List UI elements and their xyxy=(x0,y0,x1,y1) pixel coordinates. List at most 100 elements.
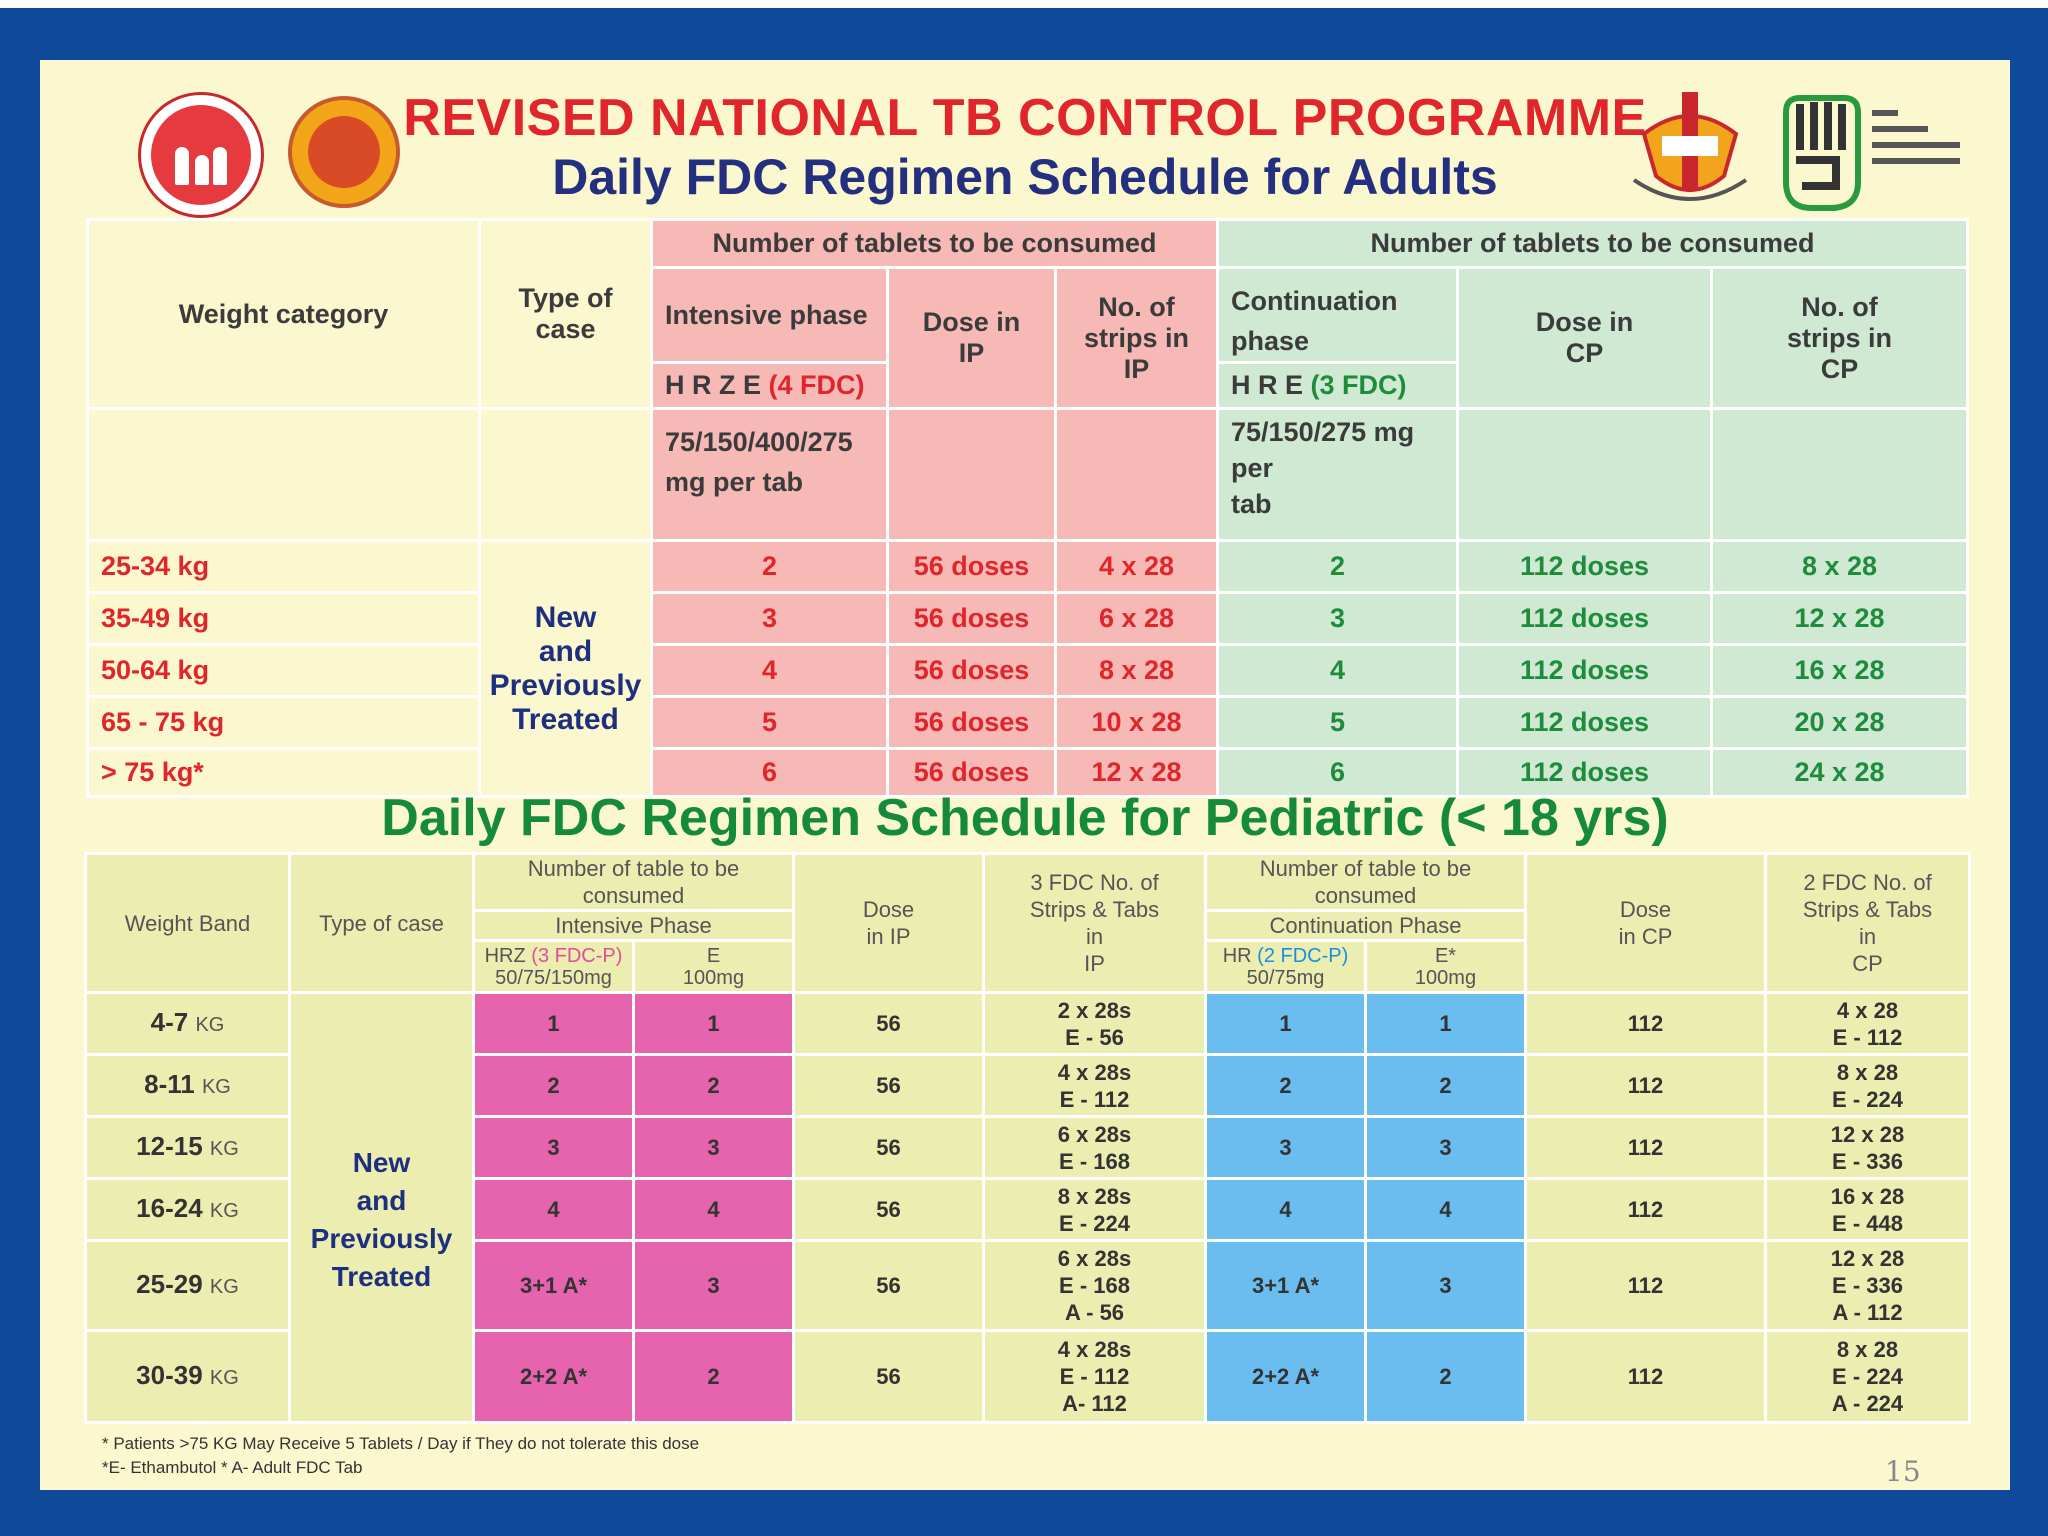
e-star-cell: 4 xyxy=(1364,1177,1527,1242)
cp-dose-cell: 112 doses xyxy=(1456,591,1713,646)
hrz-cell: 4 xyxy=(472,1177,635,1242)
ip-dose-cell: 56 doses xyxy=(886,539,1057,594)
end-tb-logo-icon xyxy=(1783,95,1960,211)
dose-ip-cell: 56 xyxy=(792,1329,985,1424)
page-number: 15 xyxy=(1885,1455,1921,1488)
cp-strips-cell: 20 x 28 xyxy=(1710,695,1969,750)
footnotes: * Patients >75 KG May Receive 5 Tablets … xyxy=(102,1432,699,1480)
ip-dose-cell: 56 doses xyxy=(886,695,1057,750)
dose-cp-cell: 112 xyxy=(1524,991,1767,1056)
type-of-case-header: Type of case xyxy=(478,218,653,410)
national-health-mission-logo-icon xyxy=(138,92,264,218)
hr-cell: 3 xyxy=(1204,1115,1367,1180)
dose-cp-cell: 112 xyxy=(1524,1329,1767,1424)
table-row: 4-7 KG New and Previously Treated 1 1 56 2 … xyxy=(84,991,1971,1424)
hr-cell: 4 xyxy=(1204,1177,1367,1242)
hr-header: HR (2 FDC-P) 50/75mg xyxy=(1204,939,1367,994)
dose-ip-cell: 56 xyxy=(792,991,985,1056)
strips-cp-cell: 4 x 28 E - 112 xyxy=(1764,991,1971,1056)
dose-ip-cell: 56 xyxy=(792,1115,985,1180)
hrz-cell: 2 xyxy=(472,1053,635,1118)
strips-in-cp-header: No. of strips in CP xyxy=(1710,266,1969,410)
strips-ip-cell: 4 x 28s E - 112 A- 112 xyxy=(982,1329,1207,1424)
e-star-cell: 2 xyxy=(1364,1329,1527,1424)
e-star-header: E* 100mg xyxy=(1364,939,1527,994)
e-star-cell: 2 xyxy=(1364,1053,1527,1118)
table-row: 30-39 KG 2+2 A* 2 56 4 x 28s E - 112 A- 11… xyxy=(84,1329,1971,1424)
strips-cp-cell: 8 x 28 E - 224 A - 224 xyxy=(1764,1329,1971,1424)
cp-tablets-cell: 4 xyxy=(1216,643,1459,698)
ip-strength: 75/150/400/275 mg per tab xyxy=(650,407,889,542)
ip-tablets-header: Number of table to be consumed xyxy=(472,852,795,912)
strips-cp-cell: 12 x 28 E - 336 A - 112 xyxy=(1764,1239,1971,1332)
strips-ip-cell: 6 x 28s E - 168 A - 56 xyxy=(982,1239,1207,1332)
table-row: > 75 kg* 6 56 doses 12 x 28 6 112 doses … xyxy=(86,747,1969,798)
strips-ip-cell: 8 x 28s E - 224 xyxy=(982,1177,1207,1242)
weight-band-cell: 30-39 KG xyxy=(84,1329,291,1424)
ip-tablets-cell: 3 xyxy=(650,591,889,646)
dose-in-cp-header: Dose in CP xyxy=(1524,852,1767,994)
cp-strips-cell: 24 x 28 xyxy=(1710,747,1969,798)
ip-strips-cell: 4 x 28 xyxy=(1054,539,1219,594)
weight-category-header: Weight category xyxy=(86,218,481,410)
ip-tablets-header: Number of tablets to be consumed xyxy=(650,218,1219,269)
type-of-case-cell: New and Previously Treated xyxy=(288,991,475,1424)
dose-in-ip-header: Dose in IP xyxy=(886,266,1057,410)
ip-dose-spacer xyxy=(886,407,1057,542)
e-cell: 3 xyxy=(632,1239,795,1332)
cp-dose-spacer xyxy=(1456,407,1713,542)
strips-cp-cell: 16 x 28 E - 448 xyxy=(1764,1177,1971,1242)
weight-band-cell: 4-7 KG xyxy=(84,991,291,1056)
table-row: 65 - 75 kg 5 56 doses 10 x 28 5 112 dose… xyxy=(86,695,1969,750)
ip-tablets-cell: 6 xyxy=(650,747,889,798)
ip-tablets-cell: 4 xyxy=(650,643,889,698)
strips-ip-header: 3 FDC No. of Strips & Tabs in IP xyxy=(982,852,1207,994)
table-row: 25-34 kg New and Previously Treated 2 56 do… xyxy=(86,539,1969,798)
e-star-cell: 1 xyxy=(1364,991,1527,1056)
weight-spacer xyxy=(86,407,481,542)
hrz-cell: 3+1 A* xyxy=(472,1239,635,1332)
cp-dose-cell: 112 doses xyxy=(1456,695,1713,750)
e-cell: 1 xyxy=(632,991,795,1056)
adult-schedule-title: Daily FDC Regimen Schedule for Adults xyxy=(552,149,1498,205)
weight-cell: 35-49 kg xyxy=(86,591,481,646)
cp-tablets-header: Number of tablets to be consumed xyxy=(1216,218,1969,269)
table-row: 50-64 kg 4 56 doses 8 x 28 4 112 doses 1… xyxy=(86,643,1969,698)
type-of-case-cell: New and Previously Treated xyxy=(478,539,653,798)
cp-dose-cell: 112 doses xyxy=(1456,539,1713,594)
dose-cp-cell: 112 xyxy=(1524,1115,1767,1180)
continuation-phase-header: Continuation Phase xyxy=(1204,909,1527,942)
dose-in-ip-header: Dose in IP xyxy=(792,852,985,994)
strips-ip-cell: 4 x 28s E - 112 xyxy=(982,1053,1207,1118)
weight-cell: > 75 kg* xyxy=(86,747,481,798)
table-row: 35-49 kg 3 56 doses 6 x 28 3 112 doses 1… xyxy=(86,591,1969,646)
state-emblem-logo-icon xyxy=(288,96,400,208)
cp-tablets-header: Number of table to be consumed xyxy=(1204,852,1527,912)
ip-strips-cell: 6 x 28 xyxy=(1054,591,1219,646)
e-cell: 2 xyxy=(632,1053,795,1118)
cp-tablets-cell: 6 xyxy=(1216,747,1459,798)
e-cell: 4 xyxy=(632,1177,795,1242)
cp-strips-cell: 12 x 28 xyxy=(1710,591,1969,646)
hr-cell: 2+2 A* xyxy=(1204,1329,1367,1424)
hr-cell: 2 xyxy=(1204,1053,1367,1118)
weight-band-cell: 8-11 KG xyxy=(84,1053,291,1118)
weight-cell: 65 - 75 kg xyxy=(86,695,481,750)
strips-cp-header: 2 FDC No. of Strips & Tabs in CP xyxy=(1764,852,1971,994)
strips-cp-cell: 12 x 28 E - 336 xyxy=(1764,1115,1971,1180)
ip-dose-cell: 56 doses xyxy=(886,591,1057,646)
ip-strips-cell: 8 x 28 xyxy=(1054,643,1219,698)
adult-regimen-table: Weight category Type of case Number of t… xyxy=(86,218,1969,798)
table-row: 12-15 KG 3 3 56 6 x 28s E - 168 3 3 112 1… xyxy=(84,1115,1971,1180)
cp-tablets-cell: 3 xyxy=(1216,591,1459,646)
ip-tablets-cell: 2 xyxy=(650,539,889,594)
ip-strips-cell: 12 x 28 xyxy=(1054,747,1219,798)
footnote-abbreviations: *E- Ethambutol * A- Adult FDC Tab xyxy=(102,1458,363,1477)
table-row: 8-11 KG 2 2 56 4 x 28s E - 112 2 2 112 8 … xyxy=(84,1053,1971,1118)
cp-tablets-cell: 2 xyxy=(1216,539,1459,594)
cp-strips-spacer xyxy=(1710,407,1969,542)
weight-band-cell: 12-15 KG xyxy=(84,1115,291,1180)
ip-drug-header: H R Z E (4 FDC) xyxy=(650,361,889,410)
dose-cp-cell: 112 xyxy=(1524,1053,1767,1118)
weight-cell: 25-34 kg xyxy=(86,539,481,594)
